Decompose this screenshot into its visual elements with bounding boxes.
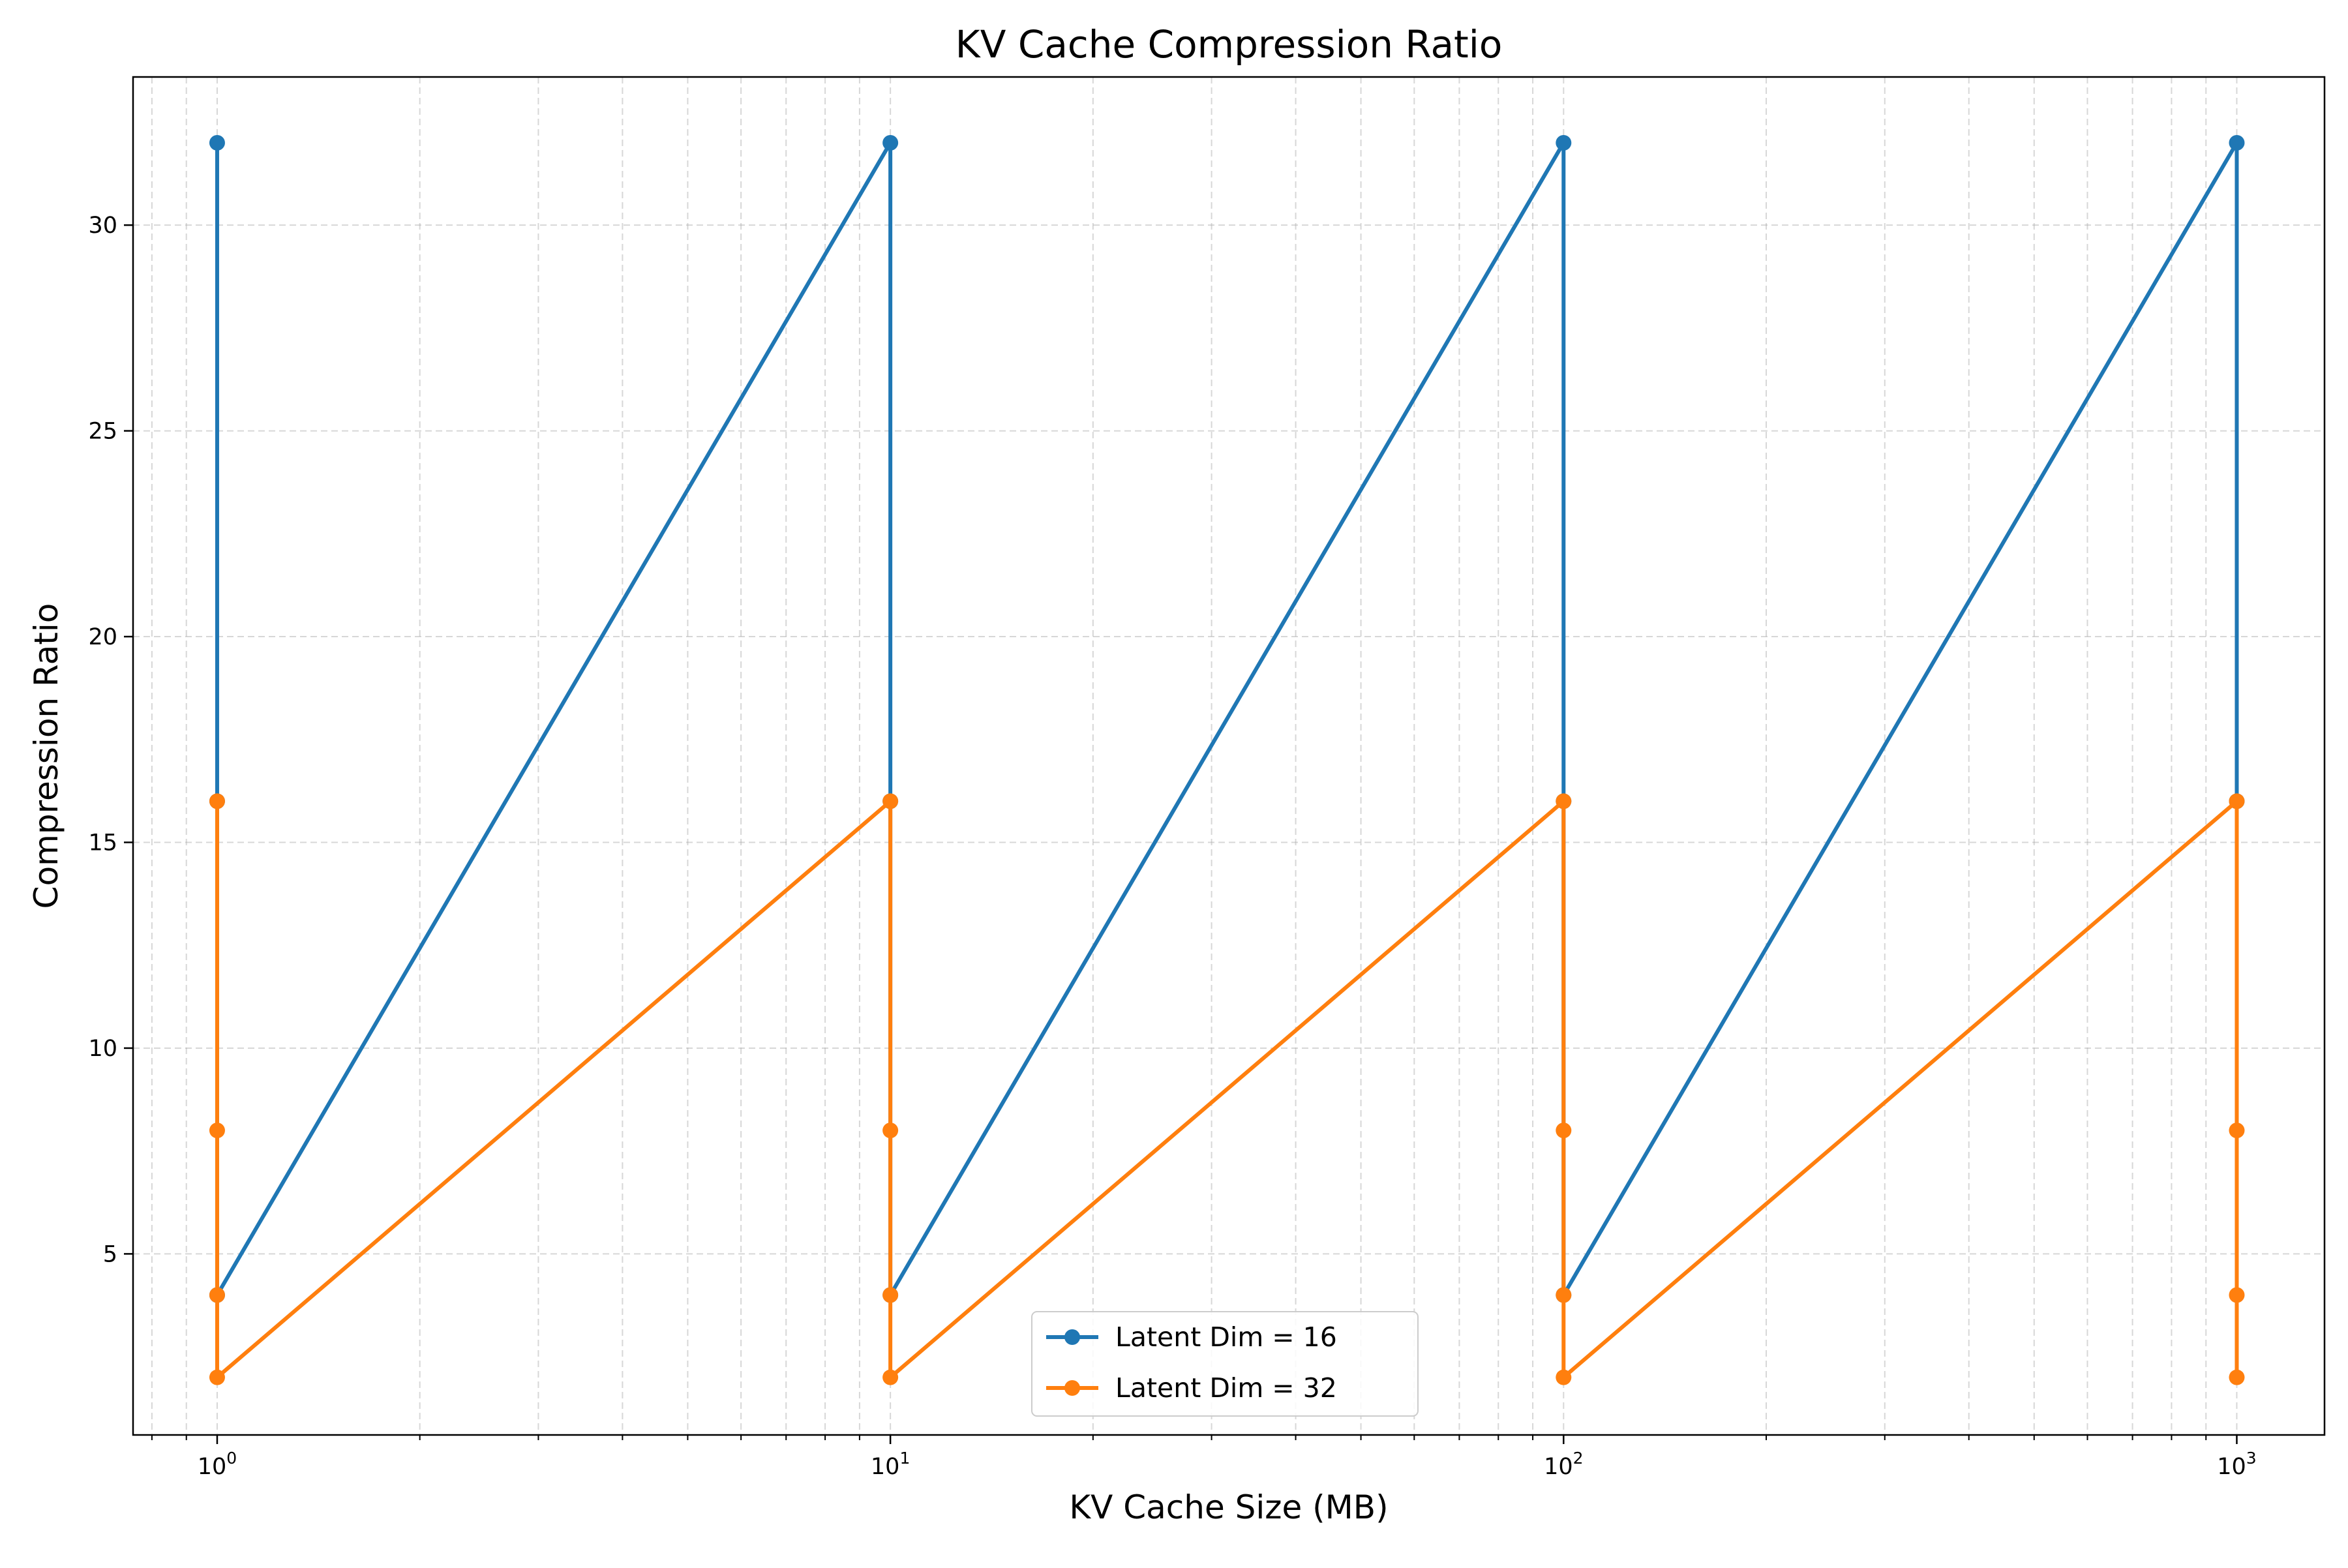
data-point — [882, 1123, 899, 1139]
x-tick-label: 103 — [2217, 1449, 2256, 1480]
data-point — [2229, 1287, 2245, 1303]
data-point — [882, 134, 899, 151]
y-axis-label: Compression Ratio — [27, 603, 65, 909]
data-point — [1556, 1287, 1572, 1303]
data-point — [2229, 134, 2245, 151]
plot-frame — [132, 76, 2326, 1436]
legend-box — [1031, 1311, 1419, 1417]
data-point — [1556, 134, 1572, 151]
data-point — [1556, 793, 1572, 809]
legend: Latent Dim = 16 Latent Dim = 32 — [1031, 1311, 1419, 1417]
y-tick-label: 25 — [88, 419, 117, 445]
x-tick-label: 102 — [1544, 1449, 1583, 1480]
y-tick-label: 15 — [88, 830, 117, 856]
x-tick-label: 100 — [198, 1449, 237, 1480]
data-point — [2229, 1369, 2245, 1385]
data-point — [209, 1369, 225, 1385]
legend-label: Latent Dim = 32 — [1115, 1372, 1337, 1404]
y-tick-label: 10 — [88, 1036, 117, 1062]
data-point — [882, 1369, 899, 1385]
x-axis-label: KV Cache Size (MB) — [1069, 1488, 1388, 1526]
chart-title: KV Cache Compression Ratio — [956, 22, 1503, 67]
series-layer — [209, 134, 2245, 1385]
x-tick-label: 101 — [871, 1449, 910, 1480]
legend-marker — [1064, 1329, 1080, 1345]
data-point — [209, 1123, 225, 1139]
data-point — [209, 134, 225, 151]
data-point — [1556, 1369, 1572, 1385]
data-point — [2229, 1123, 2245, 1139]
legend-marker — [1064, 1380, 1080, 1396]
axes: 100 101 102 103 5 10 15 20 25 30 — [88, 213, 2256, 1480]
y-tick-label: 20 — [88, 624, 117, 650]
series-2 — [209, 793, 2245, 1385]
data-point — [209, 793, 225, 809]
data-point — [209, 1287, 225, 1303]
data-point — [2229, 793, 2245, 809]
data-point — [882, 793, 899, 809]
data-point — [1556, 1123, 1572, 1139]
y-tick-label: 5 — [103, 1241, 117, 1267]
series-line — [215, 799, 2239, 1380]
y-tick-label: 30 — [88, 213, 117, 239]
legend-label: Latent Dim = 16 — [1115, 1321, 1337, 1353]
data-point — [882, 1287, 899, 1303]
